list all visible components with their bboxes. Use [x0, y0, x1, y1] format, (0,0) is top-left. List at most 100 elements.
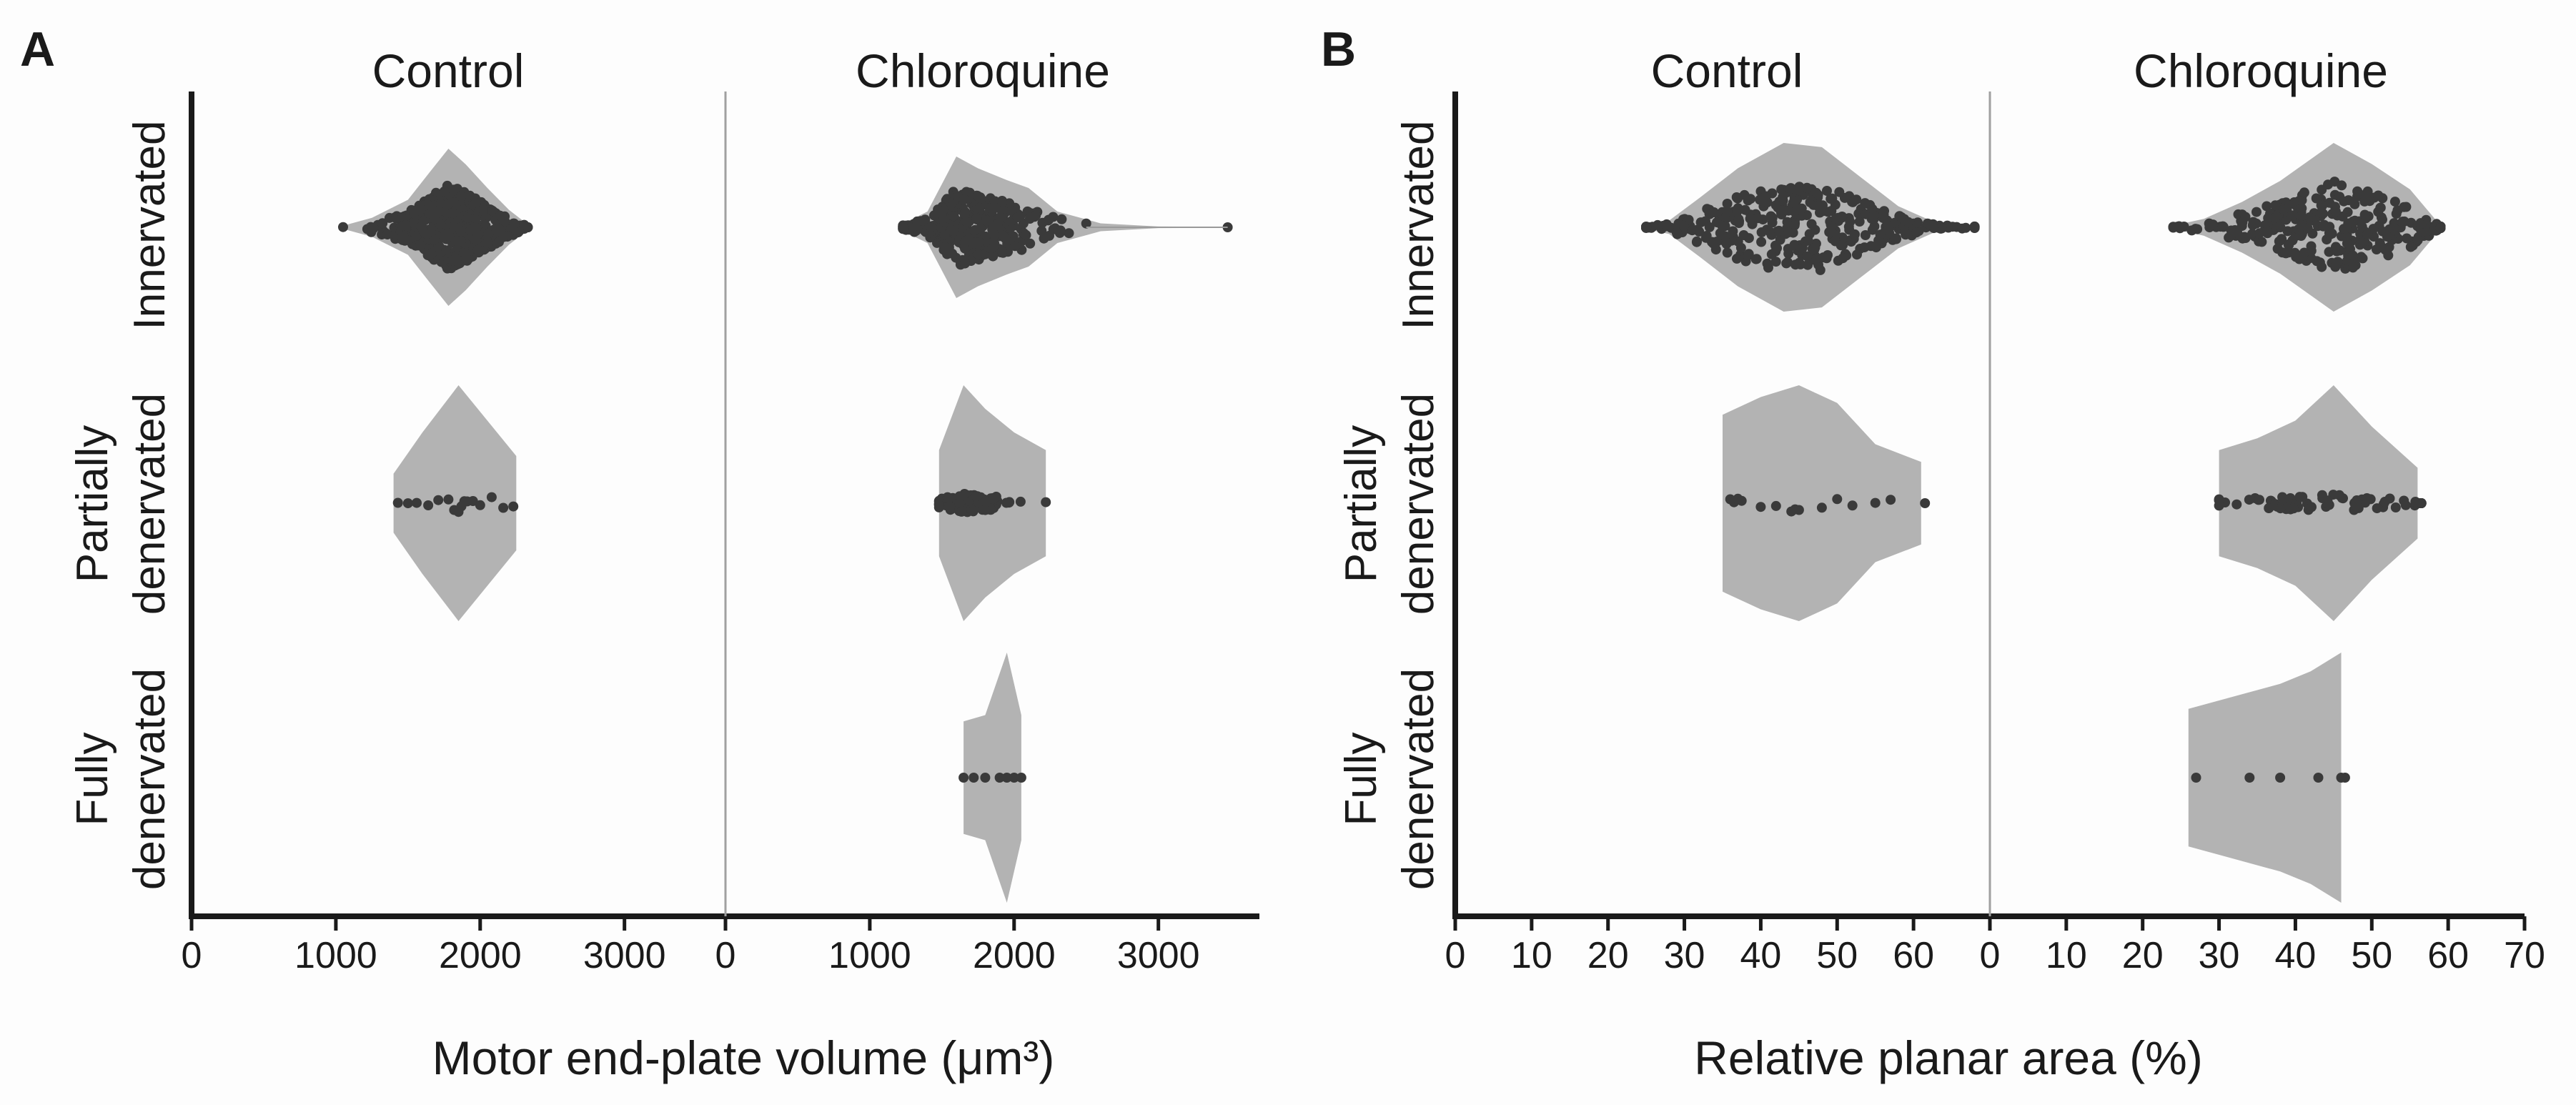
panel-a-data-point — [415, 239, 426, 250]
panel-b-data-point — [2354, 188, 2364, 199]
panel-a-tick-label: 2000 — [439, 935, 522, 976]
panel-a-data-point — [498, 502, 509, 513]
panel-a-data-point — [472, 244, 483, 255]
panel-a-data-point — [1012, 212, 1023, 223]
panel-b-data-point — [1860, 230, 1871, 240]
panel-b-data-point — [1695, 217, 1706, 228]
panel-a-row-label-fully-line2: denervated — [125, 668, 174, 890]
panel-b-data-point — [1701, 231, 1712, 241]
panel-b-data-point — [2288, 503, 2299, 514]
panel-b-data-point — [2357, 253, 2368, 264]
panel-a-data-point — [912, 217, 923, 227]
panel-a-data-point — [943, 494, 953, 505]
panel-b-violin-chloroquine-2 — [2188, 653, 2342, 903]
panel-b-data-point — [2372, 503, 2382, 514]
panel-b-data-point — [1770, 240, 1780, 251]
panel-b-data-point — [1815, 264, 1826, 275]
panel-a-data-point — [1016, 773, 1026, 783]
panel-a-data-point — [415, 204, 426, 214]
panel-b-data-point — [1709, 237, 1720, 248]
panel-b-data-point — [1756, 237, 1767, 247]
panel-a-data-point — [1010, 241, 1021, 252]
panel-a-data-point — [948, 211, 959, 222]
panel-a-data-point — [974, 237, 984, 248]
panel-a-data-point — [508, 501, 519, 512]
panel-b-data-point — [2214, 500, 2224, 511]
panel-b-tick-label: 70 — [2504, 935, 2545, 976]
panel-b-data-point — [1883, 225, 1893, 236]
panel-a-data-point — [958, 773, 969, 783]
panel-b-data-point — [2254, 228, 2265, 239]
panel-b-data-point — [1891, 234, 1901, 244]
panel-a-data-point — [377, 218, 388, 229]
panel-a-data-point — [425, 249, 435, 260]
panel-b-data-point — [2339, 224, 2349, 234]
panel-a-data-point — [1081, 218, 1091, 229]
panel-b-data-point — [2289, 247, 2300, 258]
panel-b-data-point — [2254, 495, 2264, 505]
panel-b-data-point — [1868, 210, 1878, 221]
panel-a-data-point — [1036, 226, 1047, 236]
panel-a-data-point — [429, 234, 440, 245]
panel-a-data-point — [338, 222, 348, 232]
panel-b-data-point — [1661, 221, 1672, 232]
panel-b-data-point — [2217, 221, 2228, 232]
panel-a-data-point — [456, 191, 467, 202]
panel-a-data-point — [455, 226, 466, 237]
panel-b-data-point — [1733, 214, 1744, 224]
panel-b-data-point — [1732, 253, 1742, 264]
panel-b-row-label-fully-line1: Fully — [1337, 733, 1386, 826]
panel-b-data-point — [1806, 219, 1817, 229]
panel-b-data-point — [1848, 197, 1858, 207]
panel-b-data-point — [1826, 221, 1837, 232]
panel-b-tick-label: 60 — [2427, 935, 2469, 976]
panel-b-data-point — [2362, 192, 2372, 203]
panel-b-tick-label: 30 — [1664, 935, 1705, 976]
panel-a-data-point — [368, 223, 379, 234]
panel-a-data-point — [988, 494, 999, 505]
panel-b-data-point — [1838, 253, 1848, 264]
panel-b-data-point — [1920, 498, 1931, 508]
panel-b-tick-label: 40 — [1740, 935, 1782, 976]
panel-a-data-point — [959, 209, 970, 219]
panel-a-data-point — [971, 491, 981, 502]
panel-b-data-point — [2380, 244, 2391, 255]
panel-b-data-point — [1770, 257, 1781, 267]
panel-a-data-point — [509, 218, 520, 229]
panel-a-data-point — [1064, 228, 1074, 239]
panel-a-data-point — [392, 497, 403, 508]
panel-b-data-point — [2390, 502, 2401, 512]
panel-a-data-point — [960, 258, 970, 269]
panel-a-tick-label: 0 — [715, 935, 736, 976]
panel-b-tick-label: 50 — [1816, 935, 1858, 976]
panel-b-data-point — [2278, 204, 2289, 215]
panel-a-data-point — [447, 255, 458, 266]
panel-b-data-point — [2339, 773, 2350, 783]
panel-b-data-point — [2389, 197, 2400, 207]
panel-a-data-point — [961, 217, 971, 227]
panel-a-data-point — [981, 215, 991, 226]
chart-marks: 0 1000 2000 3000 0 1000 2000 3000 0 10 20 30 40 50 60 0… — [182, 91, 2545, 976]
panel-b-data-point — [2341, 232, 2352, 242]
panel-b-data-point — [2272, 244, 2283, 254]
panel-b-row-label-innervated: Innervated — [1394, 121, 1443, 330]
panel-b-data-point — [2313, 773, 2324, 783]
panel-a-data-point — [443, 494, 454, 505]
panel-b-data-point — [2389, 222, 2399, 233]
panel-b-data-point — [1860, 198, 1871, 209]
panel-b-data-point — [2412, 235, 2423, 245]
panel-a-data-point — [975, 224, 986, 234]
panel-a-data-point — [433, 495, 444, 505]
panel-a-data-point — [986, 243, 996, 254]
panel-b-data-point — [1743, 195, 1753, 206]
panel-b-data-point — [2347, 262, 2358, 273]
panel-a-data-point — [408, 217, 419, 228]
panel-a-data-point — [959, 237, 970, 248]
panel-b-data-point — [2401, 202, 2412, 212]
panel-b-data-point — [1816, 502, 1827, 513]
panel-b-data-point — [1869, 221, 1880, 232]
panel-b-data-point — [2275, 503, 2286, 514]
panel-b-data-point — [2347, 250, 2358, 261]
panel-a-data-point — [939, 242, 950, 252]
panel-b-data-point — [1813, 201, 1823, 212]
